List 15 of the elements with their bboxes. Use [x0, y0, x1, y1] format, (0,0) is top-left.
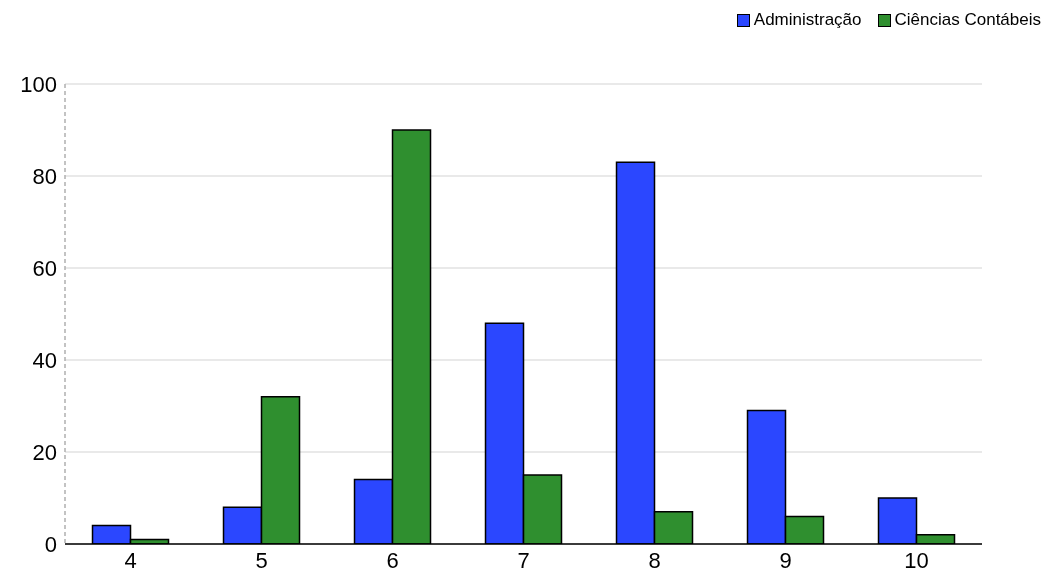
- x-tick-label: 8: [648, 547, 661, 573]
- x-tick-label: 10: [904, 547, 929, 573]
- legend-label: Administração: [753, 10, 862, 30]
- y-tick-label: 60: [32, 255, 57, 281]
- y-tick-label: 100: [20, 71, 57, 97]
- y-tick-label: 20: [32, 439, 57, 465]
- y-tick-label: 80: [32, 163, 57, 189]
- legend-label: Ciências Contábeis: [894, 10, 1041, 30]
- x-tick-label: 7: [517, 547, 530, 573]
- x-tick-label: 9: [779, 547, 792, 573]
- y-tick-label: 0: [44, 531, 57, 557]
- y-tick-label: 40: [32, 347, 57, 373]
- x-tick-label: 4: [124, 547, 137, 573]
- x-tick-label: 5: [255, 547, 268, 573]
- x-tick-label: 6: [386, 547, 399, 573]
